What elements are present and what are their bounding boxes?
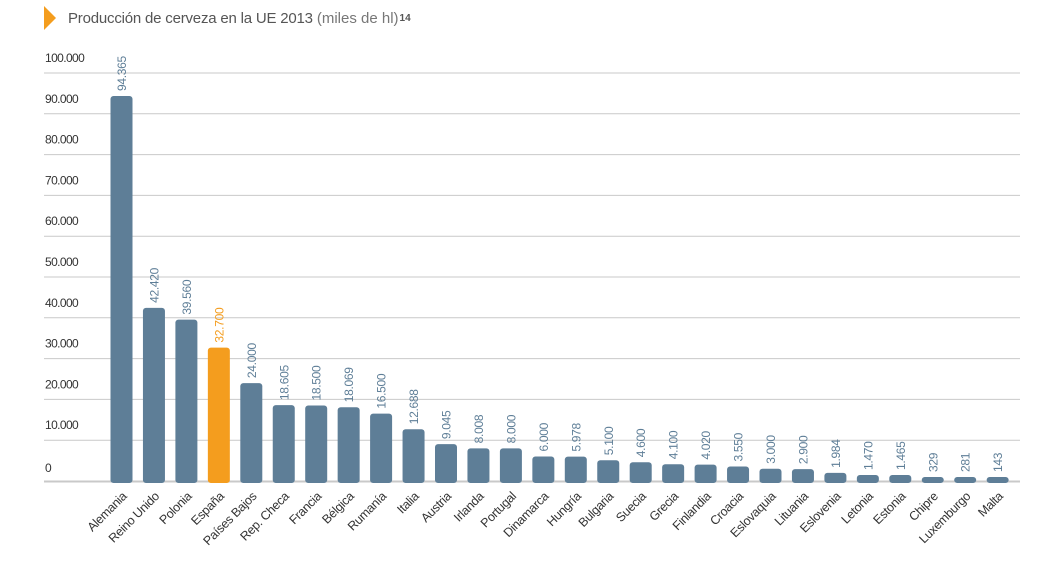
y-tick-label: 20.000 <box>45 377 79 391</box>
bar <box>272 405 295 483</box>
bar <box>402 429 425 483</box>
bar-value-label: 4.600 <box>634 428 648 457</box>
x-tick-label: Francia <box>286 489 324 527</box>
bar <box>856 475 879 483</box>
bar <box>175 319 198 483</box>
x-tick-label: Italia <box>394 489 422 517</box>
chart-title: Producción de cerveza en la UE 2013 (mil… <box>44 6 411 30</box>
bar <box>467 448 490 483</box>
x-tick-label: Suecia <box>613 489 649 525</box>
y-tick-label: 30.000 <box>45 337 79 351</box>
bar-value-label: 32.700 <box>212 307 226 343</box>
bar-value-label: 42.420 <box>147 267 161 303</box>
bar <box>370 413 393 483</box>
bar-value-label: 1.470 <box>861 441 875 470</box>
chart-footnote: 14 <box>399 12 411 24</box>
bar <box>337 407 360 483</box>
y-tick-label: 70.000 <box>45 173 79 187</box>
bar-value-label: 143 <box>991 452 1005 472</box>
bar <box>532 456 555 483</box>
bar <box>727 466 750 483</box>
bar-value-label: 3.000 <box>764 435 778 464</box>
bar <box>694 464 717 483</box>
bar-value-label: 4.020 <box>699 430 713 459</box>
bar <box>662 464 685 483</box>
bar <box>207 347 230 483</box>
bar-value-label: 18.500 <box>310 365 324 401</box>
chart-title-text: Producción de cerveza en la UE 2013 <box>68 9 313 27</box>
y-tick-label: 90.000 <box>45 92 79 106</box>
bar <box>791 469 814 483</box>
bar <box>435 444 457 483</box>
x-tick-label: Estonia <box>871 489 909 527</box>
bar-value-label: 39.560 <box>180 279 194 315</box>
bar-value-label: 12.688 <box>407 389 421 425</box>
y-tick-label: 60.000 <box>45 214 79 228</box>
y-tick-label: 10.000 <box>45 418 79 432</box>
bar <box>889 475 912 483</box>
y-tick-label: 0 <box>45 461 52 475</box>
bar <box>240 383 263 483</box>
bar-value-label: 4.100 <box>667 430 681 459</box>
bar <box>824 472 847 483</box>
bar <box>954 477 977 483</box>
x-tick-label: Malta <box>975 489 1006 520</box>
title-arrow-icon <box>44 6 56 30</box>
bar <box>110 95 133 484</box>
x-tick-label: Bulgaria <box>576 489 617 530</box>
x-tick-label: Letonia <box>839 489 877 527</box>
bar-value-label: 8.008 <box>472 414 486 443</box>
x-tick-label: Polonia <box>157 489 195 527</box>
bar <box>142 307 165 483</box>
y-tick-label: 100.000 <box>45 51 85 65</box>
bar <box>499 448 522 483</box>
bar-value-label: 94.365 <box>115 55 129 91</box>
y-tick-label: 80.000 <box>45 133 79 147</box>
bar-value-label: 18.069 <box>342 367 356 403</box>
bar <box>597 460 620 483</box>
bar-value-label: 9.045 <box>440 410 454 439</box>
bar-value-label: 5.100 <box>602 426 616 455</box>
bar-value-label: 6.000 <box>537 422 551 451</box>
bar-value-label: 281 <box>959 452 973 472</box>
bar-value-label: 2.900 <box>796 435 810 464</box>
x-tick-label: Austria <box>418 489 454 525</box>
bar <box>629 462 652 483</box>
chart-unit: (miles de hl) <box>316 9 399 27</box>
bar-value-label: 329 <box>926 452 940 472</box>
bar-value-label: 1.465 <box>894 441 908 470</box>
bar-value-label: 5.978 <box>569 422 583 451</box>
y-tick-label: 50.000 <box>45 255 79 269</box>
bar-value-label: 24.000 <box>245 343 259 379</box>
y-tick-label: 40.000 <box>45 296 79 310</box>
bar <box>564 456 587 483</box>
bar <box>305 405 328 483</box>
bar <box>921 477 944 483</box>
bar-value-label: 3.550 <box>732 432 746 461</box>
bar-value-label: 18.605 <box>277 365 291 401</box>
bar <box>759 468 782 483</box>
bar-value-label: 16.500 <box>375 373 389 409</box>
bar <box>986 477 1009 483</box>
bar-value-label: 8.000 <box>504 414 518 443</box>
bar-value-label: 1.984 <box>829 439 843 468</box>
